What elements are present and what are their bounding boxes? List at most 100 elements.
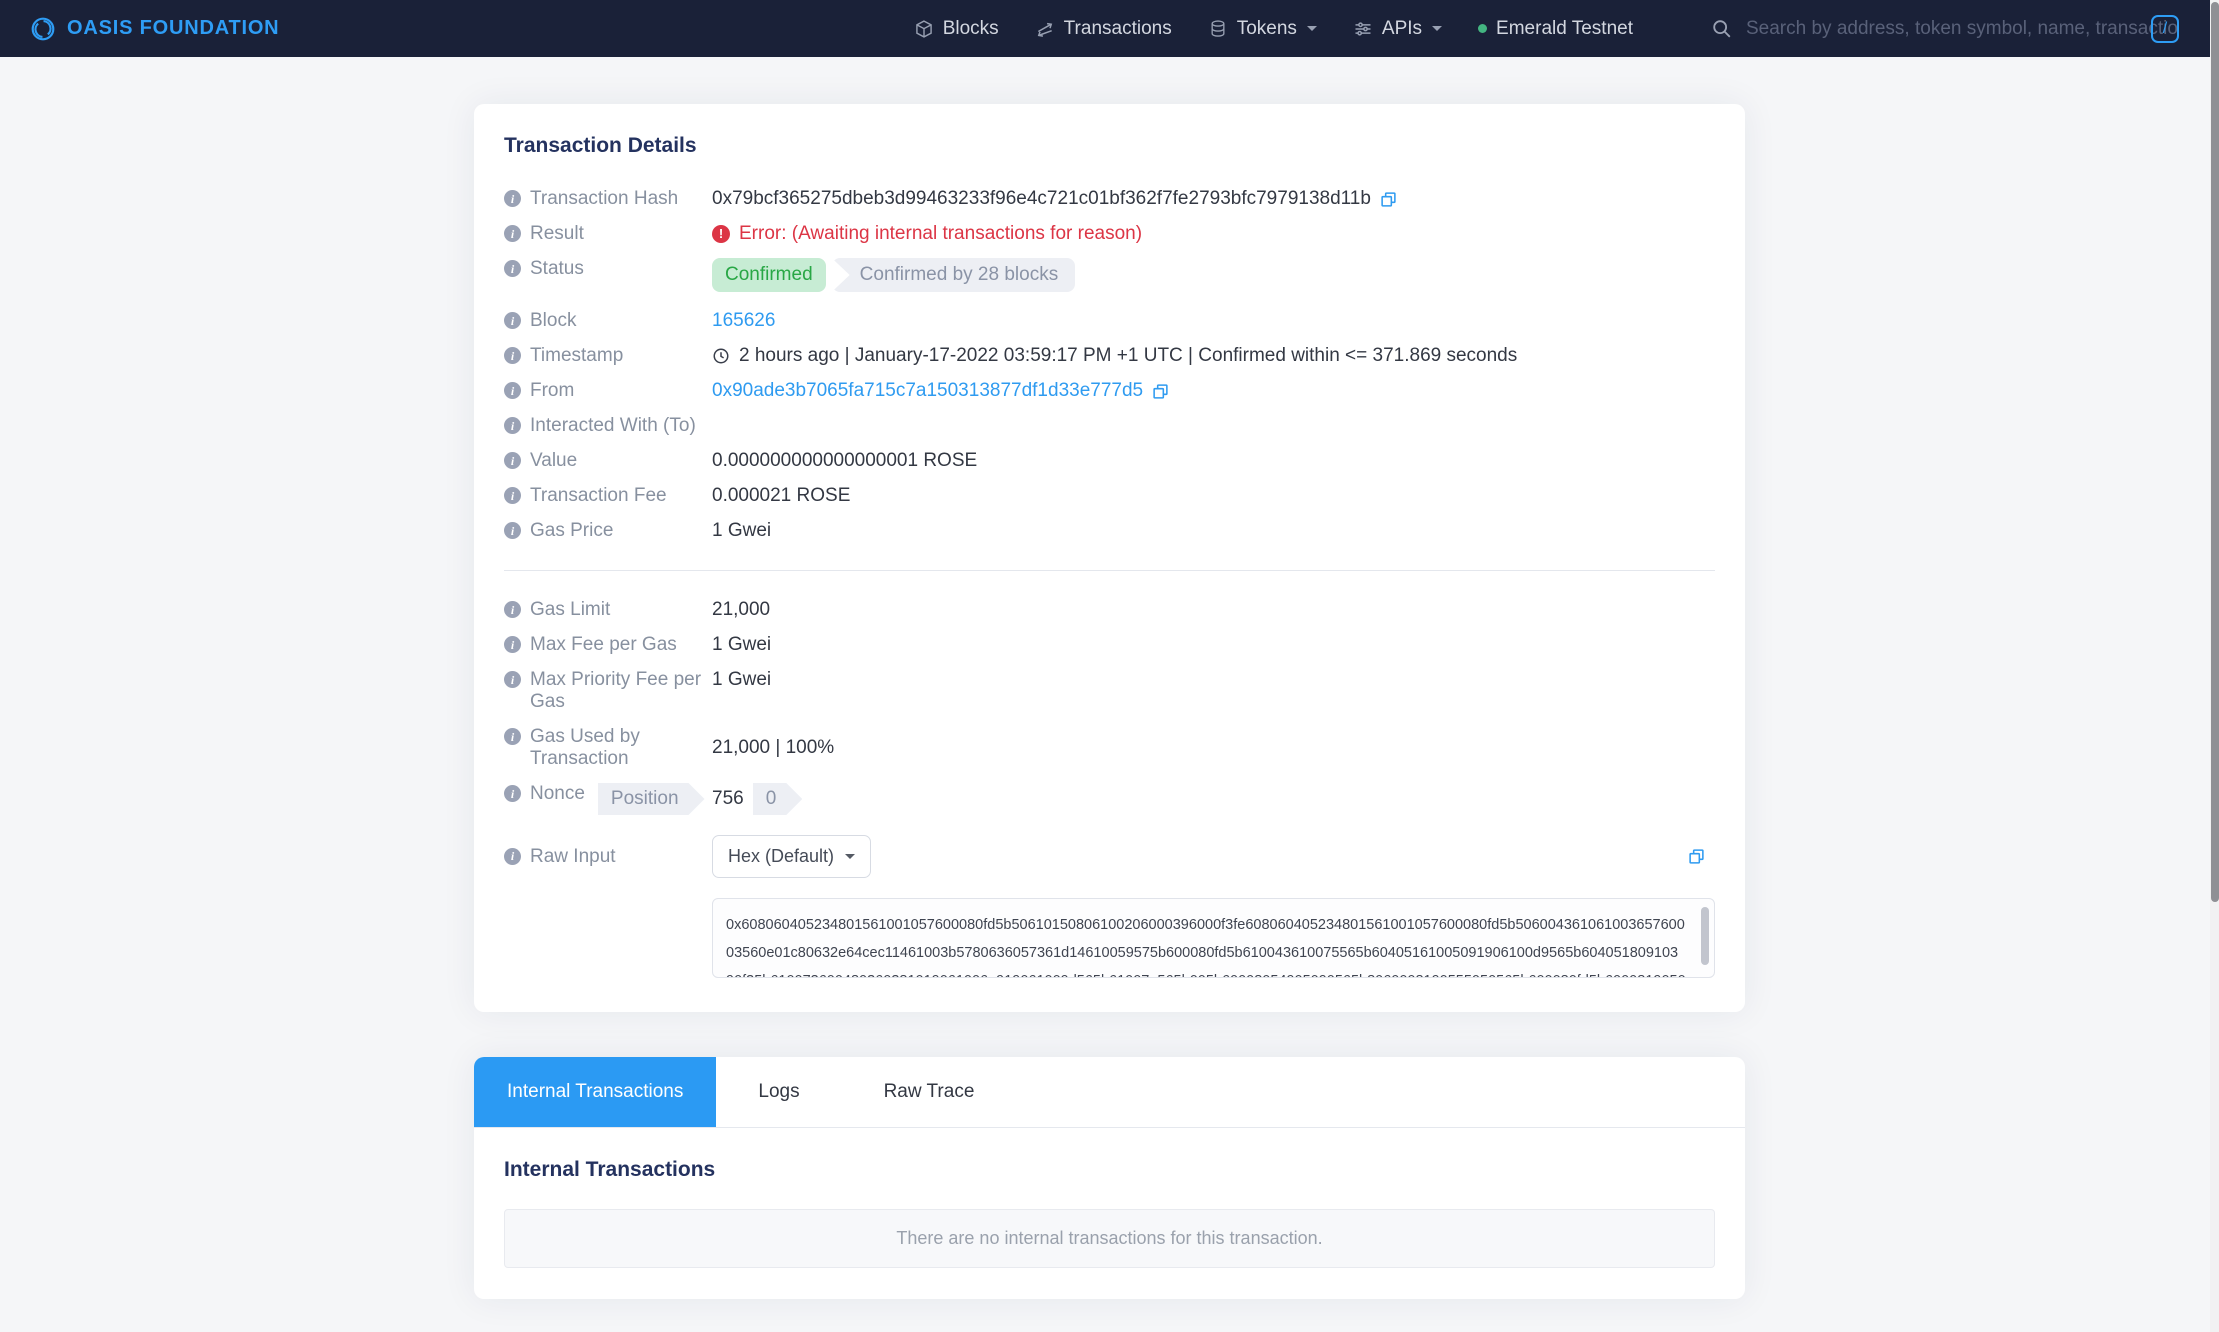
max-fee-value: 1 Gwei [712,634,772,655]
row-label: Value [530,450,578,471]
value-amount: 0.000000000000000001 ROSE [712,450,978,471]
tab-label: Raw Trace [883,1081,975,1102]
info-icon[interactable]: i [504,417,521,434]
raw-input-textarea[interactable]: 0x608060405234801561001057600080fd5b5061… [712,898,1715,978]
tab-label: Logs [758,1081,800,1102]
info-icon[interactable]: i [504,312,521,329]
row-interacted-with: i Interacted With (To) [504,415,1715,437]
nav-item-apis[interactable]: APIs [1353,17,1443,40]
row-transaction-hash: i Transaction Hash 0x79bcf365275dbeb3d994… [504,188,1715,210]
row-from: i From 0x90ade3b7065fa715c7a150313877df1d… [504,380,1715,402]
info-icon[interactable]: i [504,347,521,364]
row-gas-limit: i Gas Limit 21,000 [504,599,1715,621]
row-timestamp: i Timestamp 2 hours ago | January-17-2022… [504,345,1715,367]
api-settings-icon [1353,19,1373,39]
row-label: From [530,380,575,401]
navbar: OASIS FOUNDATION Blocks Transactions [0,0,2219,57]
info-icon[interactable]: i [504,636,521,653]
info-icon[interactable]: i [504,847,521,865]
nav-label: APIs [1381,17,1423,39]
section-divider [504,570,1715,571]
row-label: Transaction Hash [530,188,679,209]
tab-internal-transactions[interactable]: Internal Transactions [474,1057,717,1127]
copy-icon [1381,191,1396,207]
info-icon[interactable]: i [504,190,521,207]
transaction-details-card: Transaction Details i Transaction Hash 0x… [474,104,1745,1012]
search-input[interactable] [1746,17,2178,40]
row-label: Result [530,223,584,244]
page-scrollbar-thumb[interactable] [2210,2,2219,902]
row-label: Status [530,258,584,279]
row-gas-price: i Gas Price 1 Gwei [504,520,1715,542]
info-icon[interactable]: i [504,260,521,277]
row-label: Block [530,310,577,331]
nav-item-transactions[interactable]: Transactions [1035,18,1172,40]
page-title: Transaction Details [504,134,697,157]
info-icon[interactable]: i [504,728,521,745]
tab-logs[interactable]: Logs [716,1057,841,1127]
internal-transactions-title: Internal Transactions [504,1158,716,1181]
internal-transactions-panel: Internal Transactions There are no inter… [474,1128,1745,1299]
brand-home-link[interactable]: OASIS FOUNDATION [30,16,279,42]
from-address-link[interactable]: 0x90ade3b7065fa715c7a150313877df1d33e777… [712,380,1144,401]
brand-label: OASIS FOUNDATION [67,17,280,39]
gas-limit-value: 21,000 [712,599,771,620]
info-icon[interactable]: i [504,487,521,504]
nav-label: Transactions [1063,17,1172,39]
main-content: Transaction Details i Transaction Hash 0x… [474,57,1745,1299]
cube-icon [914,19,934,39]
row-nonce: i Nonce Position 756 0 [504,783,1715,815]
oasis-logo-icon [30,16,56,42]
status-badge: Confirmed [712,258,826,292]
empty-state-box: There are no internal transactions for t… [504,1209,1715,1268]
position-value-badge: 0 [753,783,803,815]
max-priority-fee-value: 1 Gwei [712,669,772,690]
row-result: i Result ! Error: (Awaiting internal tran… [504,223,1715,245]
tab-bar: Internal Transactions Logs Raw Trace [474,1057,1745,1128]
row-status: i Status Confirmed Confirmed by 28 blocks [504,258,1715,292]
info-icon[interactable]: i [504,452,521,469]
row-label: Gas Used by Transaction [530,726,640,769]
nav-item-tokens[interactable]: Tokens [1208,18,1317,40]
row-label: Max Priority Fee per Gas [530,669,702,712]
info-icon[interactable]: i [504,785,521,802]
nav-item-network-emerald-testnet[interactable]: Emerald Testnet [1478,18,1633,40]
raw-input-scrollbar[interactable] [1701,907,1709,965]
info-icon[interactable]: i [504,601,521,618]
info-icon[interactable]: i [504,225,521,242]
block-number-link[interactable]: 165626 [712,310,776,331]
row-label: Timestamp [530,345,624,366]
copy-from-address-button[interactable] [1152,383,1169,400]
search-shortcut-badge: / [2151,14,2179,43]
confirmations-badge: Confirmed by 28 blocks [831,258,1076,292]
copy-raw-input-button[interactable] [1688,848,1705,865]
info-icon[interactable]: i [504,671,521,688]
tab-label: Internal Transactions [507,1081,684,1102]
row-label: Gas Limit [530,599,611,620]
nonce-value: 756 [712,788,744,809]
transaction-hash-value: 0x79bcf365275dbeb3d99463233f96e4c721c01b… [712,188,1371,209]
tab-raw-trace[interactable]: Raw Trace [842,1057,1017,1127]
row-max-fee: i Max Fee per Gas 1 Gwei [504,634,1715,656]
copy-hash-button[interactable] [1380,191,1397,208]
chevron-down-icon [1306,26,1317,36]
gas-used-value: 21,000 | 100% [712,737,835,758]
nav-item-blocks[interactable]: Blocks [914,18,999,40]
page-scrollbar[interactable] [2210,0,2219,1332]
info-icon[interactable]: i [504,522,521,539]
info-icon[interactable]: i [504,382,521,399]
swap-arrows-icon [1035,19,1055,39]
transaction-tabs-card: Internal Transactions Logs Raw Trace Int… [474,1057,1745,1299]
raw-input-format-dropdown[interactable]: Hex (Default) [712,835,872,878]
search-icon[interactable] [1711,18,1733,40]
row-raw-input: i Raw Input Hex (Default) [504,835,1715,878]
nav-label: Blocks [942,17,999,39]
row-label: Nonce [530,783,585,804]
chevron-down-icon [845,854,856,864]
raw-input-hex: 0x608060405234801561001057600080fd5b5061… [726,917,1686,977]
row-block: i Block 165626 [504,310,1715,332]
row-value: i Value 0.000000000000000001 ROSE [504,450,1715,472]
position-badge: Position [598,783,705,815]
row-label: Transaction Fee [530,485,667,506]
chevron-down-icon [1432,26,1443,36]
